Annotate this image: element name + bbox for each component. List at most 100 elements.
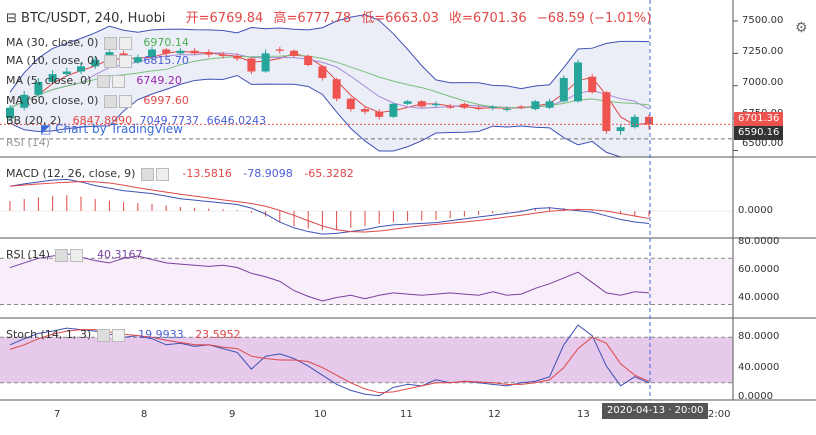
ma60-value: 6997.60 bbox=[143, 94, 189, 107]
rsi-value: 40.3167 bbox=[96, 248, 143, 261]
stoch-tick: 80.0000 bbox=[738, 331, 780, 342]
candle-body bbox=[290, 50, 298, 56]
close-icon[interactable] bbox=[118, 54, 132, 68]
rsi-tick: 40.0000 bbox=[738, 292, 780, 303]
macd-signal-value: -65.3282 bbox=[304, 167, 354, 180]
close-icon[interactable] bbox=[111, 328, 125, 342]
candle-body bbox=[460, 103, 469, 108]
rsi-pane bbox=[0, 253, 733, 305]
candle-body bbox=[34, 81, 43, 95]
ma10-value: 6815.70 bbox=[143, 54, 189, 67]
time-tick: 7 bbox=[54, 409, 61, 420]
tradingview-logo-icon: ◩ bbox=[40, 122, 52, 136]
close-icon[interactable] bbox=[118, 94, 132, 108]
candle-body bbox=[261, 53, 270, 72]
macd-signal-line bbox=[9, 180, 650, 233]
rsi-tick: 60.0000 bbox=[738, 264, 780, 275]
candle-body bbox=[531, 101, 540, 110]
candle-body bbox=[20, 94, 29, 108]
rsi-band bbox=[0, 258, 733, 305]
candle-body bbox=[574, 62, 582, 102]
close-icon[interactable] bbox=[111, 74, 125, 88]
candle-body bbox=[275, 49, 284, 51]
rsi-label[interactable]: RSI (14) bbox=[6, 248, 50, 261]
settings-icon[interactable] bbox=[55, 248, 69, 262]
change-value: −68.59 (−1.01%) bbox=[536, 11, 652, 26]
ma30-label[interactable]: MA (30, close, 0) bbox=[6, 36, 99, 49]
candle-body bbox=[559, 77, 568, 102]
bb-upper: 6847.8990 bbox=[72, 114, 133, 127]
settings-icon[interactable] bbox=[103, 36, 117, 50]
settings-gear-icon[interactable]: ⚙ bbox=[795, 20, 808, 36]
settings-icon[interactable] bbox=[96, 74, 110, 88]
candle-body bbox=[62, 71, 71, 75]
settings-icon[interactable] bbox=[103, 54, 117, 68]
stoch-k-value: 19.9933 bbox=[138, 328, 184, 341]
macd-line bbox=[9, 178, 650, 235]
candle-body bbox=[204, 52, 213, 55]
bb-label[interactable]: BB (20, 2) bbox=[6, 114, 62, 127]
candle-body bbox=[630, 116, 639, 128]
candle-body bbox=[375, 111, 384, 117]
macd-label[interactable]: MACD (12, 26, close, 9) bbox=[6, 167, 136, 180]
ma30-value: 6970.14 bbox=[143, 36, 189, 49]
ma10-label[interactable]: MA (10, close, 0) bbox=[6, 54, 99, 67]
macd-pane bbox=[0, 178, 733, 235]
time-tick: 9 bbox=[229, 409, 236, 420]
bb-lower: 6646.0243 bbox=[206, 114, 267, 127]
close-icon[interactable] bbox=[118, 36, 132, 50]
settings-icon[interactable] bbox=[96, 328, 110, 342]
candle-body bbox=[190, 50, 199, 54]
time-tick: 11 bbox=[400, 409, 413, 420]
time-tick: 2:00 bbox=[708, 409, 731, 420]
settings-icon[interactable] bbox=[140, 167, 154, 181]
candle-body bbox=[133, 57, 142, 63]
candle-body bbox=[304, 55, 313, 66]
cursor-price-tag: 6590.16 bbox=[734, 126, 784, 140]
candle-body bbox=[318, 66, 327, 78]
bb-lower-line bbox=[9, 74, 649, 158]
macd-value: -78.9098 bbox=[243, 167, 293, 180]
candle-body bbox=[517, 106, 526, 108]
rsi-tick: 80.0000 bbox=[738, 236, 780, 247]
candle-body bbox=[48, 74, 57, 82]
price-tick: 7250.00 bbox=[742, 46, 784, 57]
stoch-tick: 0.0000 bbox=[738, 391, 773, 402]
candle-body bbox=[332, 79, 341, 99]
symbol-title[interactable]: BTC/USDT, 240, Huobi bbox=[21, 11, 166, 26]
time-tick: 12 bbox=[488, 409, 501, 420]
candle-body bbox=[148, 49, 156, 58]
candle-body bbox=[247, 58, 256, 72]
candle-body bbox=[545, 101, 554, 108]
watermark[interactable]: Chart by TradingView bbox=[55, 122, 183, 136]
ma5-value: 6749.20 bbox=[136, 74, 182, 87]
ma60-label[interactable]: MA (60, close, 0) bbox=[6, 94, 99, 107]
candle-body bbox=[417, 101, 426, 107]
candle-body bbox=[616, 127, 625, 132]
time-tick: 8 bbox=[141, 409, 148, 420]
candle-body bbox=[91, 59, 100, 67]
candle-body bbox=[503, 109, 511, 111]
stoch-label[interactable]: Stoch (14, 1, 3) bbox=[6, 328, 92, 341]
rsi-line bbox=[9, 253, 650, 302]
close-value: 收=6701.36 bbox=[449, 11, 527, 26]
time-tick: 10 bbox=[314, 409, 327, 420]
collapse-icon[interactable]: ⊟ bbox=[6, 11, 17, 26]
candle-body bbox=[6, 107, 14, 119]
rsi-small-label[interactable]: RSI (14) bbox=[6, 136, 50, 149]
candle-body bbox=[645, 116, 653, 125]
candle-body bbox=[432, 103, 440, 106]
candle-body bbox=[77, 66, 85, 72]
candle-body bbox=[233, 55, 242, 59]
settings-icon[interactable] bbox=[103, 94, 117, 108]
ma5-label[interactable]: MA (5, close, 0) bbox=[6, 74, 92, 87]
candle-body bbox=[346, 98, 355, 110]
low-value: 低=6663.03 bbox=[361, 11, 439, 26]
close-icon[interactable] bbox=[70, 248, 84, 262]
candle-body bbox=[446, 106, 455, 108]
candle-body bbox=[176, 50, 185, 54]
close-icon[interactable] bbox=[155, 167, 169, 181]
open-value: 开=6769.84 bbox=[185, 11, 264, 26]
candle-body bbox=[602, 92, 611, 132]
